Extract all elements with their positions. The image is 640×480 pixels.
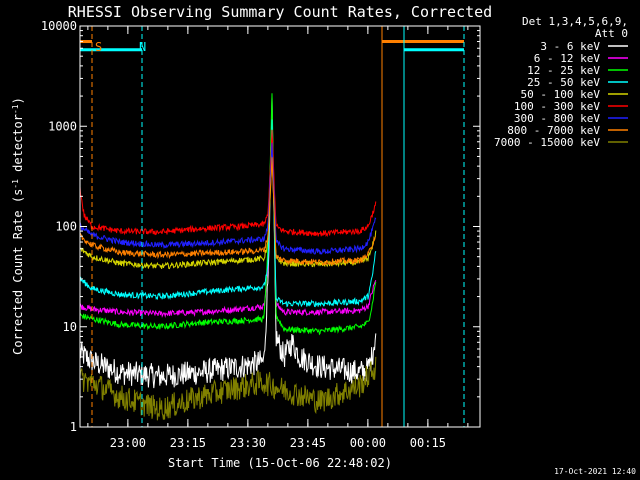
footer-timestamp: 17-Oct-2021 12:40: [554, 467, 636, 476]
x-tick-label: 23:45: [290, 436, 326, 450]
legend-label: 800 - 7000 keV: [507, 124, 600, 137]
legend-label: 100 - 300 keV: [514, 100, 600, 113]
vertical-markers: [79, 26, 465, 427]
series-line: [79, 356, 377, 421]
chart-title: RHESSI Observing Summary Count Rates, Co…: [68, 3, 492, 21]
x-tick-label: 23:00: [110, 436, 146, 450]
flag-bars: [80, 40, 464, 52]
y-tick-label: 10000: [41, 19, 77, 33]
y-tick-label: 1: [70, 420, 77, 434]
legend-label: 50 - 100 keV: [521, 88, 601, 101]
series-line: [79, 105, 377, 318]
x-tick-label: 23:30: [230, 436, 266, 450]
y-tick-label: 1000: [48, 119, 77, 133]
y-tick-label: 10: [63, 320, 77, 334]
y-axis: 1 10 100 1000 10000: [41, 19, 480, 434]
series-line: [79, 93, 377, 336]
legend-label: 300 - 800 keV: [514, 112, 600, 125]
y-axis-label: Corrected Count Rate (s-1 detector-1): [11, 97, 25, 355]
legend-label: 3 - 6 keV: [540, 40, 600, 53]
x-axis-label: Start Time (15-Oct-06 22:48:02): [168, 456, 392, 470]
legend-title-line2: Att 0: [595, 27, 628, 40]
y-tick-label: 100: [55, 220, 77, 234]
series-line: [79, 119, 377, 308]
series-line: [79, 142, 377, 255]
legend-label: 7000 - 15000 keV: [494, 136, 600, 149]
x-tick-label: 00:15: [410, 436, 446, 450]
annotation-label: S: [95, 40, 102, 54]
legend-label: 25 - 50 keV: [527, 76, 600, 89]
series-line: [79, 96, 377, 389]
x-tick-label: 23:15: [170, 436, 206, 450]
x-axis: 23:00 23:15 23:30 23:45 00:00 00:15: [87, 26, 469, 450]
series-line: [79, 129, 377, 238]
legend-label: 12 - 25 keV: [527, 64, 600, 77]
x-tick-label: 00:00: [350, 436, 386, 450]
annotation-label: N: [139, 40, 146, 54]
legend-label: 6 - 12 keV: [534, 52, 601, 65]
series-lines: [79, 93, 377, 421]
legend-title-line1: Det 1,3,4,5,6,9,: [522, 15, 628, 28]
series-line: [79, 157, 377, 267]
